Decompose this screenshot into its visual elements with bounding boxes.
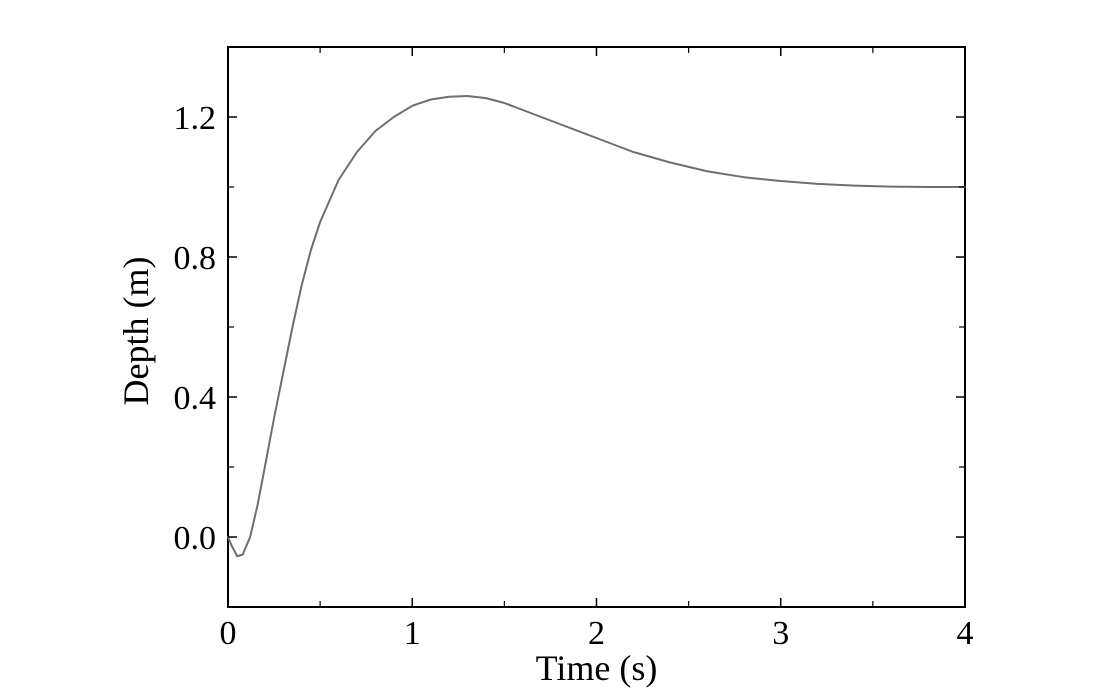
tick-labels-layer: 0 1 2 3 4 0.0 0.4 0.8 1.2 <box>174 100 974 652</box>
x-axis-label: Time (s) <box>536 648 658 688</box>
series-layer <box>227 95 966 558</box>
x-tick-label: 1 <box>404 615 421 652</box>
x-tick-label: 0 <box>220 615 237 652</box>
x-tick-label: 3 <box>772 615 789 652</box>
series-line-0 <box>227 95 966 558</box>
plot-frame <box>227 46 966 608</box>
y-axis-label: Depth (m) <box>116 257 156 406</box>
y-tick-label: 0.8 <box>174 240 217 277</box>
x-tick-label: 4 <box>957 615 974 652</box>
y-tick-label: 1.2 <box>174 100 217 137</box>
y-tick-label: 0.0 <box>174 520 217 557</box>
y-tick-label: 0.4 <box>174 380 217 417</box>
plot-area <box>227 46 966 608</box>
ticks-layer <box>227 46 966 608</box>
x-tick-label: 2 <box>588 615 605 652</box>
